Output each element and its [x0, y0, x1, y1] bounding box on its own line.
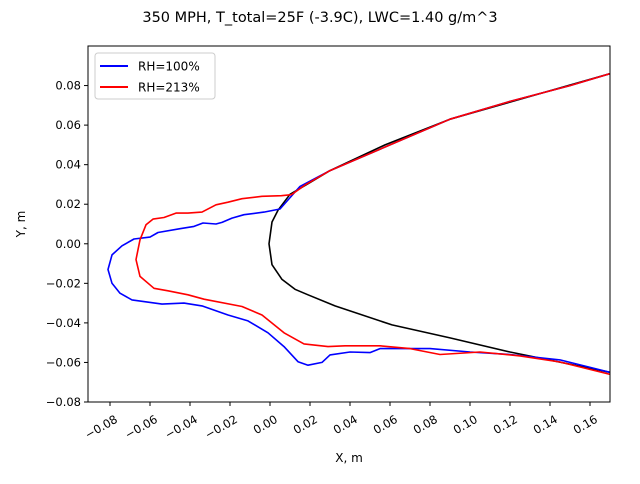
chart-title: 350 MPH, T_total=25F (-3.9C), LWC=1.40 g… — [142, 10, 497, 26]
series-line-airfoil — [268, 72, 610, 374]
x-tick-label: −0.08 — [82, 412, 120, 442]
x-tick-label: −0.04 — [162, 412, 200, 442]
y-tick-label: 0.08 — [55, 79, 81, 93]
x-tick-label: 0.00 — [251, 412, 280, 437]
legend-label-rh213: RH=213% — [138, 81, 200, 95]
y-axis: −0.08 −0.06 −0.04 −0.02 0.00 0.02 0.04 0.06 0.08 — [46, 79, 88, 409]
series-line-rh-213- — [135, 72, 610, 376]
x-axis: −0.08 −0.06 −0.04 −0.02 0.00 0.02 0.04 0.06 0.08… — [82, 402, 600, 442]
x-axis-label: X, m — [335, 451, 363, 465]
y-tick-label: −0.08 — [46, 395, 81, 409]
x-tick-label: −0.06 — [122, 412, 160, 442]
y-tick-label: 0.00 — [55, 237, 81, 251]
y-tick-label: −0.02 — [46, 276, 81, 290]
x-tick-label: 0.16 — [571, 412, 600, 437]
series-layer — [107, 72, 610, 376]
x-tick-label: −0.02 — [202, 412, 240, 442]
y-tick-label: 0.04 — [55, 158, 81, 172]
x-tick-label: 0.12 — [491, 412, 520, 437]
y-tick-label: 0.02 — [55, 197, 81, 211]
plot-frame — [87, 45, 611, 403]
legend-label-rh100: RH=100% — [138, 60, 200, 74]
y-tick-label: −0.06 — [46, 355, 81, 369]
x-tick-label: 0.08 — [411, 412, 440, 437]
x-tick-label: 0.02 — [291, 412, 320, 437]
x-tick-label: 0.10 — [451, 412, 480, 437]
x-tick-label: 0.06 — [371, 412, 400, 437]
y-tick-label: 0.06 — [55, 118, 81, 132]
y-tick-label: −0.04 — [46, 316, 81, 330]
series-line-rh-100- — [107, 72, 610, 374]
x-tick-label: 0.04 — [331, 412, 360, 437]
x-tick-label: 0.14 — [531, 412, 560, 437]
legend: RH=100% RH=213% — [94, 52, 216, 100]
y-axis-label: Y, m — [14, 211, 28, 239]
